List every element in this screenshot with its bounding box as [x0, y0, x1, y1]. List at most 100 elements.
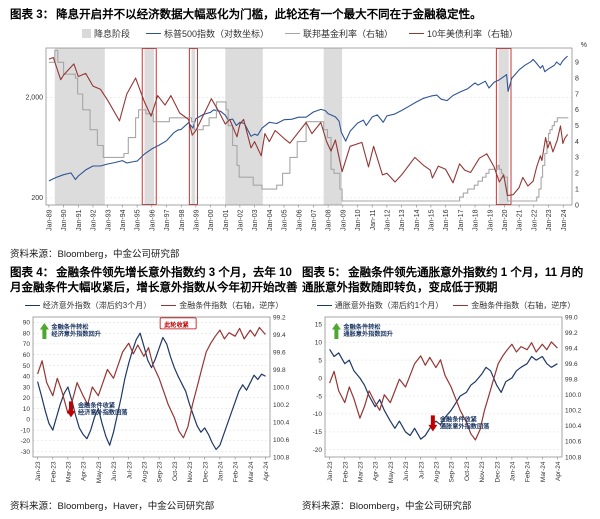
right-axis-tick: 100.2	[565, 407, 582, 414]
annotation-text: 经济意外指数回升	[51, 330, 101, 338]
x-axis-tick: Jan-00	[208, 209, 215, 231]
figure-4-title-text: 金融条件领先增长意外指数约 3 个月，去年 10 月金融条件大幅收紧后，增长意外…	[10, 266, 298, 295]
series-line-0	[329, 348, 558, 440]
right-axis-tick: 99.6	[565, 361, 578, 368]
right-axis-tick: 99.2	[273, 314, 286, 321]
left-axis-tick: 15	[315, 321, 323, 328]
figure-4: 图表 4： 金融条件领先增长意外指数约 3 个月，去年 10 月金融条件大幅收紧后…	[10, 266, 298, 512]
x-axis-tick: Jan-04	[267, 209, 274, 231]
right-axis-tick: 7	[575, 91, 579, 98]
chart3-legend: 降息阶段 标普500指数（对数坐标） 联邦基金利率（右轴） 10年美债利率（右轴）	[10, 27, 590, 40]
x-axis-tick: Jan-92	[91, 209, 98, 231]
x-axis-tick: Jan-97	[164, 209, 171, 231]
left-axis-tick: 80	[23, 330, 31, 337]
x-axis-tick: Apr-24	[555, 461, 562, 481]
annotation-text: 金融条件转松	[342, 323, 381, 331]
x-axis-tick: Jan-14	[414, 209, 421, 231]
right-axis-tick: 5	[575, 123, 579, 130]
x-axis-tick: Apr-24	[263, 461, 270, 481]
legend-item: 标普500指数（对数坐标）	[145, 27, 269, 40]
right-axis-tick: 100.0	[565, 392, 582, 399]
figure-3: 图表 3： 降息开启并不以经济数据大幅恶化为门槛，此轮还有一个最大不同在于金融稳定…	[10, 8, 590, 260]
series-line-0	[48, 55, 568, 181]
legend-box-swatch	[81, 28, 91, 38]
legend-label: 降息阶段	[93, 28, 130, 39]
left-axis-tick: 0	[318, 375, 322, 382]
right-axis-tick: 3	[575, 154, 579, 161]
right-axis-tick: 99.2	[565, 329, 578, 336]
legend-line-swatch	[285, 32, 300, 34]
x-axis-tick: Feb-23	[342, 461, 349, 482]
legend-label: 标普500指数（对数坐标）	[163, 28, 269, 39]
x-axis-tick: Jan-12	[385, 209, 392, 231]
x-axis-tick: Jan-94	[120, 209, 127, 231]
figure-4-label: 图表 4：	[10, 266, 55, 279]
chart3-canvas: 200 2,000 0 1 2 3 4 5 6 7 8 9% Jan-89 Jan-90 Jan-91 Jan…	[25, 42, 587, 231]
right-axis-tick: 100.8	[565, 454, 582, 461]
rate-cut-band	[498, 47, 509, 205]
annotation-text: 经济意外指数回落	[78, 408, 128, 416]
legend-label: 联邦基金利率（右轴）	[303, 28, 394, 39]
x-axis-tick: Jan-95	[135, 209, 142, 231]
x-axis-tick: Feb-24	[233, 461, 240, 482]
x-axis-tick: Jan-24	[218, 461, 225, 481]
legend-item: 金融条件指数（右轴，逆序）	[453, 300, 575, 311]
legend-item: 10年美债利率（右轴）	[409, 27, 518, 40]
right-axis-tick: 4	[575, 138, 579, 145]
right-axis-tick: 99.8	[565, 376, 578, 383]
legend-line-swatch	[161, 304, 177, 306]
legend-label: 金融条件指数（右轴，逆序）	[179, 300, 284, 310]
x-axis-tick: Oct-23	[464, 461, 471, 481]
x-axis-tick: Jan-19	[487, 209, 494, 231]
left-axis-tick: -10	[313, 411, 323, 418]
right-axis-tick: 99.4	[273, 331, 286, 338]
annotation-text: 金融条件转松	[50, 323, 89, 331]
legend-item: 通胀意外指数（滞后约1个月）	[316, 300, 443, 311]
x-axis-tick: Nov-23	[479, 461, 486, 482]
x-axis-tick: Dec-23	[494, 461, 501, 482]
x-axis-tick: Jan-13	[399, 209, 406, 231]
left-axis-tick: -10	[21, 427, 31, 434]
rate-cut-band	[144, 47, 154, 205]
x-axis-tick: Mar-24	[248, 461, 255, 482]
x-axis-tick: Jan-11	[370, 209, 377, 230]
up-arrow-icon	[331, 322, 341, 339]
right-axis-tick: 100.6	[565, 438, 582, 445]
rate-cut-band	[323, 47, 343, 205]
x-axis-tick: Jan-24	[510, 461, 517, 481]
left-axis-tick: 10	[315, 339, 323, 346]
right-axis-tick: 2	[575, 170, 579, 177]
right-axis-unit: %	[581, 42, 587, 49]
figure-5-label: 图表 5：	[302, 266, 347, 279]
left-axis-tick: 30	[23, 384, 31, 391]
x-axis-tick: Jan-93	[105, 209, 112, 231]
left-axis-tick: 200	[31, 195, 43, 202]
bottom-row: 图表 4： 金融条件领先增长意外指数约 3 个月，去年 10 月金融条件大幅收紧后…	[10, 266, 590, 512]
annotation-text: 金融条件收紧	[77, 401, 116, 409]
left-axis-tick: 90	[23, 319, 31, 326]
left-axis-tick: 2,000	[25, 94, 43, 101]
x-axis-tick: Aug-23	[434, 461, 441, 482]
series-line-1	[37, 326, 266, 438]
x-axis-tick: Feb-23	[50, 461, 57, 482]
left-axis-tick: 20	[23, 395, 31, 402]
right-axis-tick: 100.8	[273, 454, 290, 461]
x-axis-tick: Mar-23	[66, 461, 73, 482]
left-axis-tick: -20	[21, 438, 31, 445]
x-axis-tick: Jun-23	[403, 461, 410, 481]
x-axis-tick: Jan-23	[327, 461, 334, 481]
annotation-text: 通胀意外指数回落	[440, 422, 490, 430]
right-axis-tick: 8	[575, 75, 579, 82]
plot-frame	[45, 47, 573, 205]
x-axis-tick: Jun-23	[111, 461, 118, 481]
x-axis-tick: Aug-23	[142, 461, 149, 482]
left-axis-tick: 40	[23, 373, 31, 380]
x-axis-tick: Dec-23	[202, 461, 209, 482]
right-axis-tick: 99.4	[565, 345, 578, 352]
x-axis-tick: Nov-23	[187, 461, 194, 482]
legend-item: 经济意外指数（滞后约3个月）	[24, 300, 151, 311]
figure-5-title: 图表 5： 金融条件领先通胀意外指数约 1 个月，11 月的通胀意外指数随即转负，…	[302, 266, 590, 298]
figure-3-label: 图表 3：	[10, 9, 55, 21]
x-axis-tick: Jan-23	[546, 209, 553, 231]
